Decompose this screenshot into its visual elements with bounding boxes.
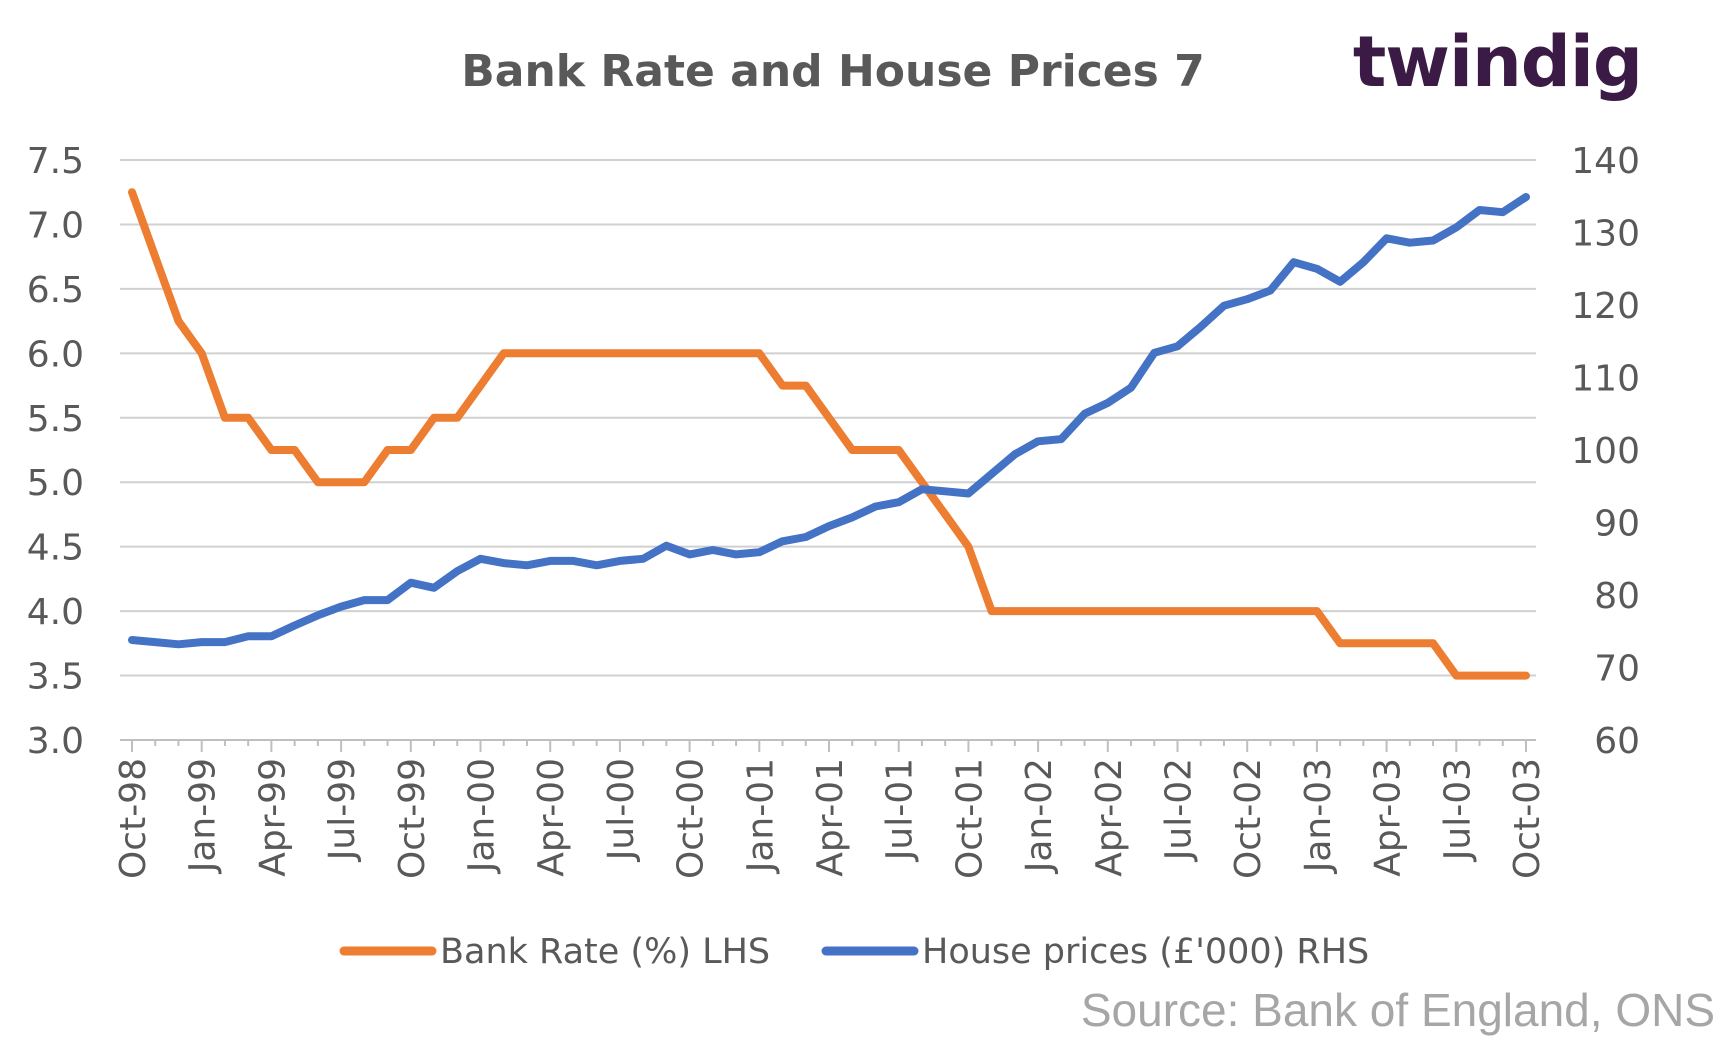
chart-title: Bank Rate and House Prices 7	[461, 46, 1205, 97]
brand-logo: twindig	[1353, 21, 1642, 103]
x-tick-label: Jul-03	[1437, 758, 1478, 862]
legend-label: House prices (£'000) RHS	[922, 932, 1369, 972]
x-tick-label: Jul-99	[322, 758, 363, 862]
x-tick-label: Oct-99	[392, 758, 433, 879]
legend-label: Bank Rate (%) LHS	[440, 932, 770, 972]
left-tick-label: 6.5	[27, 270, 84, 311]
left-tick-label: 7.5	[27, 141, 84, 182]
source-note: Source: Bank of England, ONS	[1081, 984, 1715, 1036]
right-tick-label: 90	[1594, 504, 1640, 545]
left-tick-label: 5.0	[27, 463, 84, 504]
x-axis-ticks: Oct-98 Jan-99 Apr-99 Jul-99 Oct-99 Jan-00 Apr-…	[113, 740, 1548, 879]
x-tick-label: Oct-98	[113, 758, 154, 879]
series-lines	[128, 188, 1530, 680]
right-tick-label: 100	[1571, 431, 1640, 472]
right-tick-label: 60	[1594, 721, 1640, 762]
left-tick-label: 6.0	[27, 334, 84, 375]
left-tick-label: 3.0	[27, 721, 84, 762]
right-tick-label: 70	[1594, 649, 1640, 690]
x-tick-label: Jan-02	[1019, 758, 1060, 874]
left-tick-label: 5.5	[27, 399, 84, 440]
x-tick-label: Oct-03	[1507, 758, 1548, 879]
x-tick-label: Oct-01	[949, 758, 990, 879]
x-tick-label: Oct-00	[671, 758, 712, 879]
right-tick-label: 110	[1571, 359, 1640, 400]
x-tick-label: Oct-02	[1228, 758, 1269, 879]
right-tick-label: 130	[1571, 214, 1640, 255]
x-tick-label: Apr-01	[810, 758, 851, 877]
house-prices-line	[128, 193, 1530, 649]
right-tick-label: 140	[1571, 141, 1640, 182]
legend: Bank Rate (%) LHS House prices (£'000) RH…	[339, 932, 1369, 972]
bank-rate-line	[128, 188, 1530, 680]
right-axis-ticks: 60 70 80 90 100 110 120 130 140	[1571, 141, 1640, 762]
x-tick-label: Apr-02	[1089, 758, 1130, 877]
x-tick-label: Jan-01	[740, 758, 781, 874]
right-tick-label: 80	[1594, 576, 1640, 617]
x-tick-label: Jan-99	[183, 758, 224, 874]
x-tick-label: Jul-02	[1159, 758, 1200, 862]
x-tick-label: Apr-99	[252, 758, 293, 877]
x-tick-label: Jul-00	[601, 758, 642, 862]
left-axis-ticks: 3.0 3.5 4.0 4.5 5.0 5.5 6.0 6.5 7.0 7.5	[27, 141, 84, 762]
x-tick-label: Apr-00	[531, 758, 572, 877]
left-tick-label: 7.0	[27, 205, 84, 246]
x-tick-label: Apr-03	[1368, 758, 1409, 877]
x-tick-label: Jan-00	[462, 758, 503, 874]
x-tick-label: Jan-03	[1298, 758, 1339, 874]
x-tick-label: Jul-01	[880, 758, 921, 862]
right-tick-label: 120	[1571, 286, 1640, 327]
left-tick-label: 4.5	[27, 528, 84, 569]
left-tick-label: 4.0	[27, 592, 84, 633]
left-tick-label: 3.5	[27, 657, 84, 698]
